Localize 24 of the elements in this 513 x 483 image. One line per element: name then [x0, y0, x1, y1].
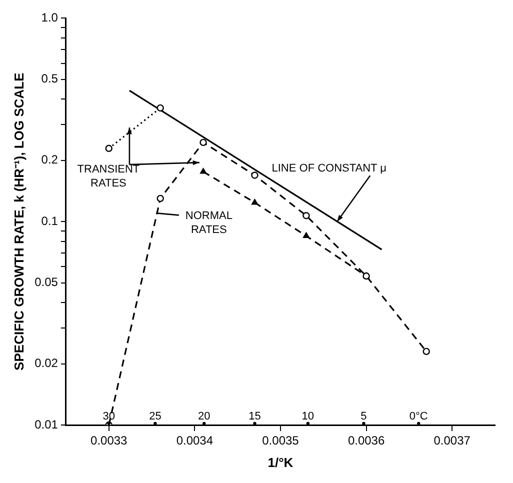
x-axis-title: 1/°K	[268, 454, 294, 470]
y-tick-label: 0.2	[41, 152, 58, 167]
annotation: 30	[102, 410, 115, 423]
y-tick-label: 0.5	[41, 72, 58, 86]
annotation: NORMAL RATES	[185, 210, 232, 236]
y-tick-label: 0.02	[34, 356, 58, 370]
annotation: 0°C	[409, 410, 428, 423]
y-tick-label: 0.01	[34, 417, 58, 432]
x-tick-label: 0.0033	[90, 434, 128, 448]
annotation: 25	[149, 410, 162, 423]
y-axis-title: SPECIFIC GROWTH RATE, k (HR⁻¹), LOG SCALE	[11, 72, 26, 370]
annotation: 20	[198, 410, 210, 423]
annotation: LINE OF CONSTANT μ	[272, 162, 386, 175]
y-tick-label: 0.1	[41, 214, 58, 228]
x-tick-label: 0.0037	[434, 434, 471, 448]
x-tick-label: 0.0035	[262, 434, 300, 448]
annotation: 10	[302, 410, 314, 423]
x-tick-label: 0.0036	[348, 434, 385, 448]
annotation: 5	[360, 410, 367, 423]
annotation: TRANSIENT RATES	[77, 164, 140, 190]
annotation: 15	[248, 410, 261, 423]
x-tick-label: 0.0034	[176, 434, 214, 448]
y-tick-label: 0.05	[34, 275, 58, 290]
y-tick-label: 1.0	[41, 10, 58, 25]
